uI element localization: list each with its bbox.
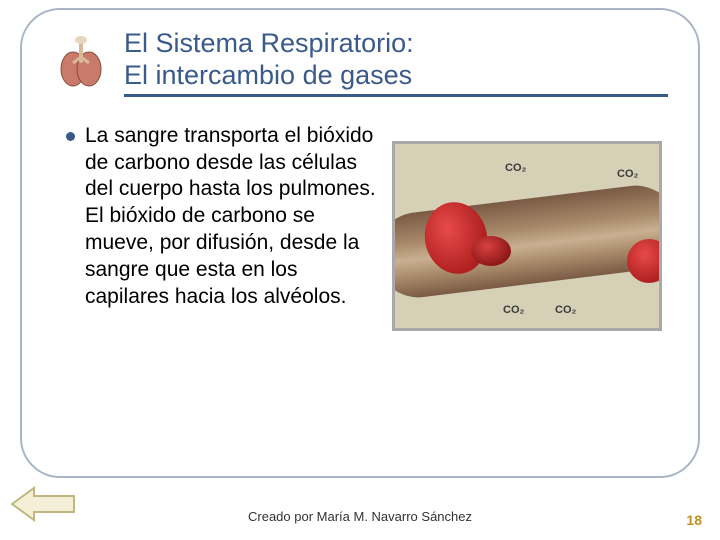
content-area: La sangre transporta el bióxido de carbo…: [22, 105, 698, 341]
red-blood-cell: [627, 239, 662, 283]
page-number: 18: [686, 512, 702, 528]
lungs-icon: [52, 33, 110, 91]
co2-label: CO₂: [505, 162, 526, 174]
bullet-marker: [66, 132, 75, 141]
footer-credit: Creado por María M. Navarro Sánchez: [0, 509, 720, 524]
title-block: El Sistema Respiratorio: El intercambio …: [124, 28, 668, 97]
slide-frame: El Sistema Respiratorio: El intercambio …: [20, 8, 700, 478]
co2-label: CO₂: [503, 304, 524, 316]
title-underline: [124, 94, 668, 97]
red-blood-cell: [471, 236, 511, 266]
bullet-text: La sangre transporta el bióxido de carbo…: [85, 123, 376, 311]
bullet-column: La sangre transporta el bióxido de carbo…: [66, 123, 376, 331]
title-line-2: El intercambio de gases: [124, 60, 668, 92]
title-line-1: El Sistema Respiratorio:: [124, 28, 668, 60]
image-column: CO₂ CO₂ CO₂ CO₂: [376, 123, 678, 331]
co2-label: CO₂: [555, 304, 576, 316]
header: El Sistema Respiratorio: El intercambio …: [22, 10, 698, 105]
blood-vessel-diagram: CO₂ CO₂ CO₂ CO₂: [392, 141, 662, 331]
co2-label: CO₂: [617, 168, 638, 180]
